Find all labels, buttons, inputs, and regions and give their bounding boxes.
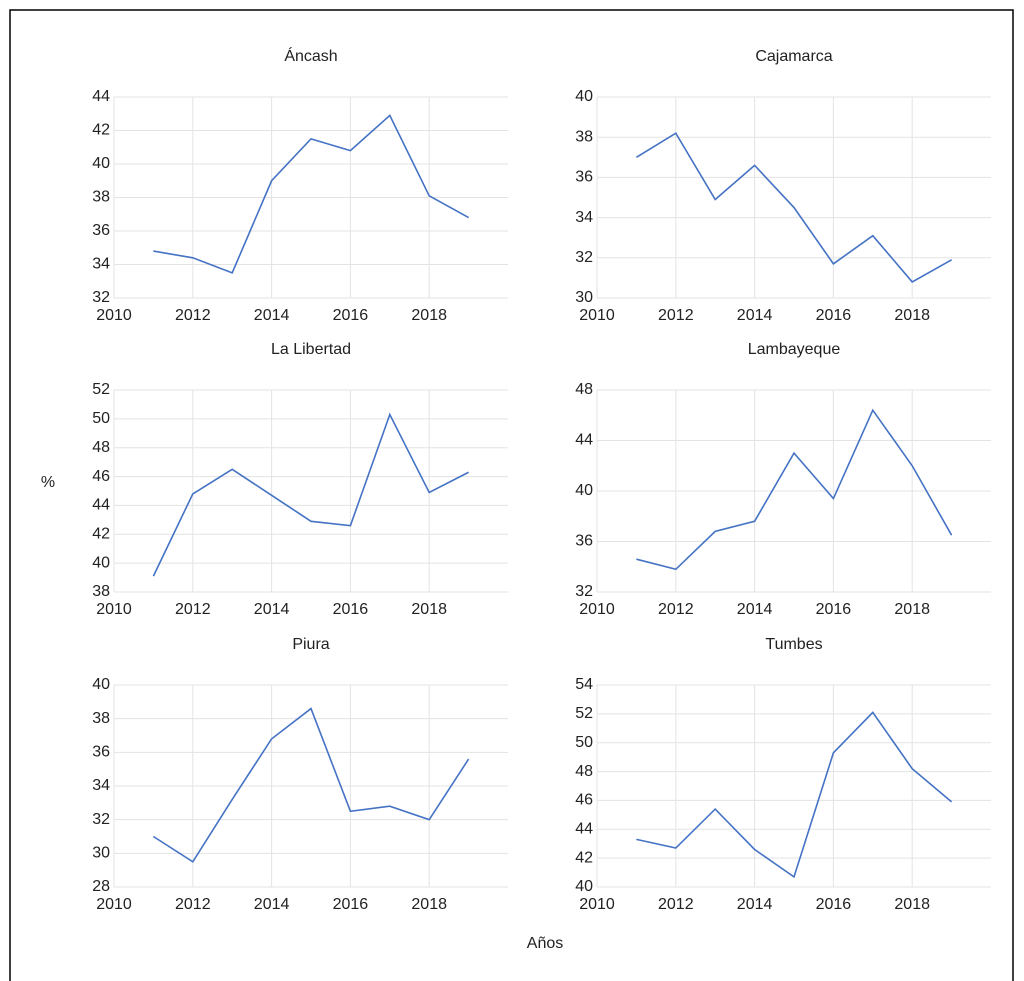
x-tick-label: 2018 [411, 601, 447, 618]
y-tick-label: 40 [92, 155, 110, 172]
panel-title: Tumbes [765, 636, 822, 653]
x-tick-label: 2010 [579, 601, 615, 618]
panel-title: La Libertad [271, 341, 351, 358]
x-tick-label: 2016 [816, 307, 852, 324]
x-tick-label: 2014 [254, 307, 290, 324]
x-tick-label: 2012 [175, 601, 211, 618]
y-tick-label: 40 [575, 878, 593, 895]
data-line [635, 132, 952, 283]
y-tick-label: 34 [575, 209, 593, 226]
y-tick-label: 38 [92, 710, 110, 727]
y-tick-label: 52 [575, 705, 593, 722]
y-tick-label: 36 [92, 222, 110, 239]
x-tick-label: 2018 [894, 601, 930, 618]
y-tick-label: 38 [575, 128, 593, 145]
y-tick-label: 32 [575, 249, 593, 266]
y-tick-label: 42 [92, 526, 110, 543]
y-tick-label: 44 [92, 497, 110, 514]
y-tick-label: 32 [92, 811, 110, 828]
y-tick-label: 40 [92, 676, 110, 693]
y-tick-label: 52 [92, 381, 110, 398]
x-tick-label: 2012 [658, 307, 694, 324]
y-tick-label: 48 [575, 381, 593, 398]
y-tick-label: 50 [92, 410, 110, 427]
frame [9, 9, 1014, 981]
y-tick-label: 40 [92, 554, 110, 571]
x-tick-label: 2010 [579, 896, 615, 913]
y-tick-label: 30 [92, 845, 110, 862]
x-tick-label: 2018 [894, 896, 930, 913]
x-tick-label: 2010 [579, 307, 615, 324]
data-line [153, 114, 469, 274]
y-tick-label: 38 [92, 189, 110, 206]
y-tick-label: 34 [92, 777, 110, 794]
x-tick-label: 2010 [96, 307, 132, 324]
y-tick-label: 28 [92, 878, 110, 895]
y-tick-label: 30 [575, 289, 593, 306]
x-tick-label: 2016 [333, 896, 369, 913]
data-line [636, 711, 953, 879]
y-tick-label: 32 [92, 289, 110, 306]
y-tick-label: 48 [575, 763, 593, 780]
panel-title: Cajamarca [755, 48, 832, 65]
y-tick-label: 46 [92, 468, 110, 485]
x-tick-label: 2014 [737, 601, 773, 618]
y-tick-label: 44 [575, 821, 593, 838]
x-tick-label: 2014 [254, 601, 290, 618]
data-line [152, 707, 470, 863]
x-tick-label: 2018 [411, 307, 447, 324]
y-tick-label: 40 [575, 482, 593, 499]
y-tick-label: 44 [575, 432, 593, 449]
x-tick-label: 2016 [333, 601, 369, 618]
y-tick-label: 40 [575, 88, 593, 105]
data-line [636, 408, 953, 571]
x-tick-label: 2018 [894, 307, 930, 324]
y-tick-label: 44 [92, 88, 110, 105]
x-tick-label: 2012 [175, 896, 211, 913]
y-tick-label: 32 [575, 583, 593, 600]
y-tick-label: 38 [92, 583, 110, 600]
y-axis-label: % [41, 474, 55, 491]
x-tick-label: 2016 [816, 601, 852, 618]
y-tick-label: 46 [575, 792, 593, 809]
x-tick-label: 2012 [175, 307, 211, 324]
x-tick-label: 2012 [658, 601, 694, 618]
y-tick-label: 54 [575, 676, 593, 693]
y-tick-label: 36 [575, 533, 593, 550]
x-tick-label: 2014 [737, 896, 773, 913]
y-tick-label: 48 [92, 439, 110, 456]
x-tick-label: 2010 [96, 896, 132, 913]
y-tick-label: 50 [575, 734, 593, 751]
y-tick-label: 34 [92, 256, 110, 273]
panel-title: Lambayeque [748, 341, 841, 358]
x-tick-label: 2014 [737, 307, 773, 324]
x-tick-label: 2016 [333, 307, 369, 324]
x-tick-label: 2012 [658, 896, 694, 913]
x-tick-label: 2014 [254, 896, 290, 913]
x-tick-label: 2016 [816, 896, 852, 913]
y-tick-label: 36 [92, 744, 110, 761]
panel-title: Piura [292, 636, 329, 653]
x-axis-label: Años [527, 935, 563, 952]
data-line [152, 412, 469, 577]
y-tick-label: 36 [575, 169, 593, 186]
x-tick-label: 2018 [411, 896, 447, 913]
x-tick-label: 2010 [96, 601, 132, 618]
y-tick-label: 42 [92, 122, 110, 139]
y-tick-label: 42 [575, 849, 593, 866]
panel-title: Áncash [284, 46, 337, 65]
